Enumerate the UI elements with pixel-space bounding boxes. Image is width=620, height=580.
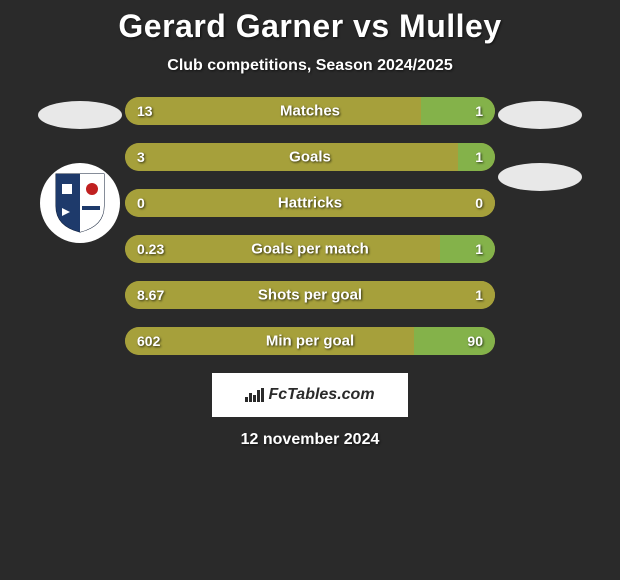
stat-label: Shots per goal [258,287,362,304]
stat-value-right: 1 [475,241,483,257]
stat-bar: Min per goal 602 90 [125,327,495,355]
stat-bar-left-fill [125,97,421,125]
page-subtitle: Club competitions, Season 2024/2025 [167,57,452,75]
comparison-infographic: Gerard Garner vs Mulley Club competition… [0,0,620,580]
stat-bar-right-fill [421,97,495,125]
stat-value-left: 13 [137,103,153,119]
stat-value-right: 1 [475,149,483,165]
page-title: Gerard Garner vs Mulley [118,8,501,45]
stat-label: Goals [289,149,331,166]
stat-bar-right-fill [440,235,496,263]
stat-label: Matches [280,103,340,120]
stat-bar: Matches 13 1 [125,97,495,125]
stat-value-right: 90 [467,333,483,349]
stat-bar: Hattricks 0 0 [125,189,495,217]
player1-avatar-placeholder [38,101,122,129]
stat-value-left: 0.23 [137,241,164,257]
stat-label: Min per goal [266,333,354,350]
stat-value-right: 1 [475,287,483,303]
stats-bars-column: Matches 13 1 Goals 3 1 Hattricks 0 0 Goals per ma… [125,97,495,355]
stat-value-right: 1 [475,103,483,119]
stat-value-left: 0 [137,195,145,211]
shield-icon [52,172,108,234]
stat-bar: Goals 3 1 [125,143,495,171]
stat-label: Hattricks [278,195,342,212]
footer-date: 12 november 2024 [241,431,380,449]
stat-value-left: 3 [137,149,145,165]
brand-footer-box: FcTables.com [212,373,408,417]
stat-label: Goals per match [251,241,369,258]
stat-bar: Goals per match 0.23 1 [125,235,495,263]
stat-value-right: 0 [475,195,483,211]
player1-club-badge [40,163,120,243]
brand-name: FcTables.com [268,386,374,404]
stat-value-left: 8.67 [137,287,164,303]
chart-icon [245,388,264,402]
main-content-row: Matches 13 1 Goals 3 1 Hattricks 0 0 Goals per ma… [0,97,620,355]
left-player-col [35,97,125,243]
player2-avatar-placeholder [498,101,582,129]
right-player-col [495,97,585,191]
stat-bar: Shots per goal 8.67 1 [125,281,495,309]
player2-club-badge-placeholder [498,163,582,191]
stat-value-left: 602 [137,333,160,349]
